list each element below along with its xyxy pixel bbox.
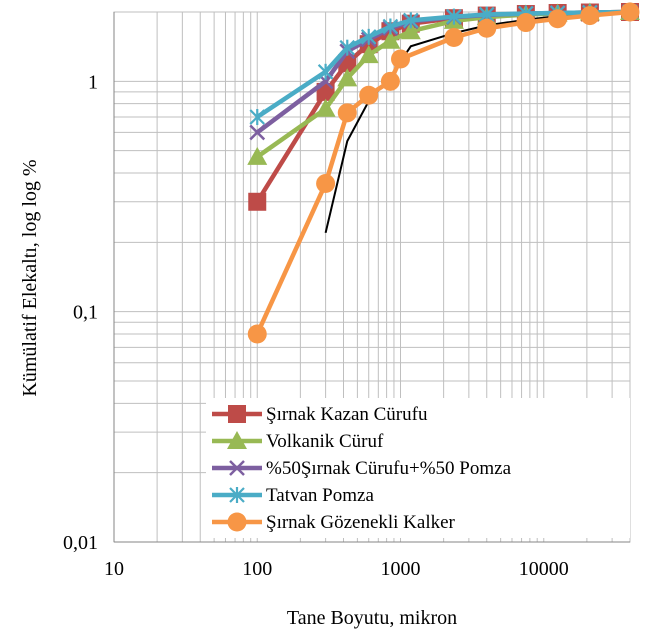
- y-tick-label: 0,1: [73, 302, 98, 324]
- data-point: [380, 71, 400, 91]
- x-tick-label: 10000: [519, 558, 569, 580]
- y-tick-label: 1: [88, 71, 98, 93]
- data-point: [477, 18, 497, 38]
- data-point: [400, 21, 421, 40]
- legend-label: Şırnak Kazan Cürufu: [266, 404, 428, 425]
- legend-swatch-marker: [227, 512, 247, 532]
- legend-box: [206, 398, 630, 538]
- marker-stroke: [249, 124, 266, 141]
- data-point: [360, 28, 377, 45]
- legend-entry-2: Volkanik Cüruf: [212, 431, 384, 452]
- data-point: [339, 39, 356, 56]
- x-tick-label: 10: [104, 558, 124, 580]
- legend-swatch-marker: [229, 460, 245, 476]
- legend-entry-5: Şırnak Gözenekli Kalker: [212, 512, 456, 533]
- data-point: [249, 109, 266, 126]
- data-point: [316, 174, 336, 194]
- legend-entry-1: Şırnak Kazan Cürufu: [212, 404, 428, 425]
- marker-stroke: [229, 460, 245, 476]
- legend-label: Volkanik Cüruf: [266, 431, 384, 452]
- data-point: [516, 13, 536, 33]
- data-point: [249, 124, 266, 141]
- legend-entry-4: Tatvan Pomza: [212, 485, 374, 506]
- legend-swatch-marker: [227, 431, 247, 449]
- series-layer: [247, 2, 640, 344]
- data-point: [403, 12, 419, 29]
- data-point: [446, 8, 462, 25]
- data-point: [391, 49, 411, 69]
- data-point: [359, 85, 379, 105]
- x-axis-title: Tane Boyutu, mikron: [287, 607, 457, 629]
- data-point: [248, 192, 267, 211]
- data-point: [247, 324, 267, 344]
- legend-entry-3: %50Şırnak Cürufu+%50 Pomza: [212, 458, 512, 479]
- legend-swatch-marker: [229, 487, 245, 503]
- y-axis-title: Kümülatif Elekaltı, log log %: [19, 159, 41, 396]
- y-tick-label: 0,01: [63, 532, 98, 554]
- data-point: [317, 63, 334, 80]
- legend: Şırnak Kazan Cürufu Volkanik Cüruf %50Şırn…: [206, 398, 630, 538]
- x-tick-label: 100: [242, 558, 272, 580]
- data-point: [548, 9, 568, 29]
- data-point: [620, 2, 640, 22]
- data-point: [580, 6, 600, 26]
- legend-label: Tatvan Pomza: [266, 485, 374, 506]
- series-5: [247, 2, 640, 344]
- data-point: [358, 45, 379, 64]
- legend-label: Şırnak Gözenekli Kalker: [266, 512, 456, 533]
- data-point: [382, 18, 399, 35]
- x-tick-label: 1000: [381, 558, 421, 580]
- data-point: [444, 27, 464, 47]
- legend-swatch-marker: [228, 405, 246, 423]
- data-point: [247, 146, 268, 165]
- legend-label: %50Şırnak Cürufu+%50 Pomza: [266, 458, 512, 479]
- data-point: [337, 103, 357, 123]
- data-point: [337, 68, 358, 87]
- data-point: [380, 30, 401, 49]
- tick-labels: 10 100 1000 10000 0,01 0,1 1: [63, 71, 569, 580]
- data-point: [315, 98, 336, 117]
- axes: [113, 11, 631, 543]
